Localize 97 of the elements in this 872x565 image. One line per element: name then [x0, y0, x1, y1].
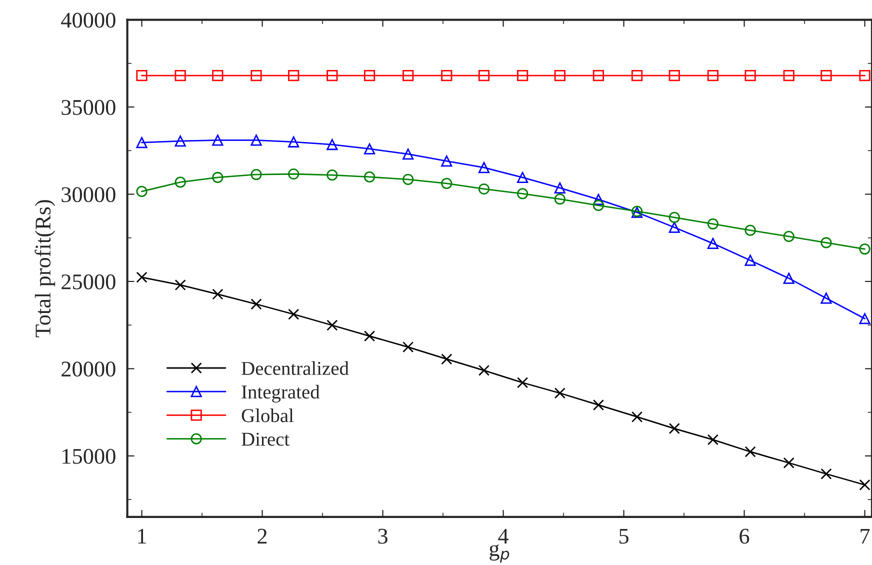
- point: [668, 422, 680, 434]
- point: [212, 288, 224, 300]
- point: [707, 218, 718, 230]
- point: [441, 70, 452, 82]
- point: [326, 138, 338, 150]
- point: [364, 143, 376, 154]
- point: [136, 186, 148, 197]
- point: [478, 364, 490, 376]
- y-axis-title: Total profit(Rs): [34, 200, 56, 338]
- x-tick-label: 4: [498, 528, 508, 544]
- point: [441, 156, 452, 167]
- point: [820, 292, 832, 304]
- point: [174, 279, 186, 291]
- point: [441, 354, 452, 365]
- point: [250, 70, 262, 82]
- y-tick-label: 20000: [62, 362, 116, 377]
- point: [174, 70, 186, 82]
- point: [364, 171, 376, 183]
- legend-label: Integrated: [242, 384, 320, 403]
- point: [631, 70, 643, 82]
- point: [744, 254, 756, 266]
- point: [402, 70, 414, 82]
- y-tick-label: 35000: [62, 100, 116, 115]
- point: [592, 200, 604, 211]
- point: [402, 342, 414, 353]
- point: [136, 272, 148, 283]
- point: [859, 243, 870, 255]
- point: [783, 272, 794, 284]
- point: [288, 136, 300, 148]
- point: [174, 176, 186, 188]
- point: [707, 70, 718, 82]
- x-tick-label: 7: [860, 528, 870, 544]
- point: [668, 70, 680, 82]
- point: [250, 134, 262, 146]
- point: [554, 70, 566, 82]
- point: [288, 70, 300, 82]
- legend-label: Global: [242, 408, 294, 422]
- y-tick-label: 40000: [61, 12, 116, 28]
- point: [783, 457, 794, 468]
- point: [326, 169, 338, 181]
- point: [668, 212, 680, 223]
- point: [364, 330, 376, 342]
- x-tick-label: 3: [378, 528, 388, 544]
- point: [859, 313, 870, 324]
- point: [250, 298, 262, 310]
- point: [516, 172, 528, 184]
- point: [212, 70, 224, 82]
- point: [859, 479, 870, 490]
- point: [326, 70, 338, 82]
- point: [516, 70, 528, 82]
- point: [554, 182, 566, 194]
- y-tick-label: 25000: [62, 274, 116, 290]
- point: [441, 178, 452, 189]
- x-tick-label: 5: [620, 528, 628, 544]
- point: [250, 168, 262, 180]
- point: [592, 70, 604, 82]
- y-tick-label: 15000: [62, 448, 116, 464]
- x-tick-label: 2: [258, 528, 267, 544]
- point: [744, 446, 756, 458]
- point: [820, 70, 832, 82]
- point: [707, 238, 718, 249]
- point: [212, 172, 224, 184]
- point: [707, 434, 718, 446]
- point: [288, 308, 300, 320]
- point: [554, 388, 566, 399]
- point: [136, 137, 148, 148]
- point: [478, 70, 490, 82]
- point: [554, 194, 566, 205]
- point: [668, 222, 680, 233]
- point: [592, 194, 604, 206]
- point: [364, 70, 376, 82]
- point: [631, 411, 643, 422]
- point: [402, 148, 414, 160]
- x-tick-label: 6: [740, 528, 750, 544]
- legend-label: Decentralized: [242, 361, 349, 375]
- x-axis-title: g$_{p}$: [490, 544, 510, 563]
- point: [859, 70, 870, 82]
- point: [744, 70, 756, 82]
- point: [402, 174, 414, 185]
- x-tick-label: 1: [138, 528, 146, 544]
- point: [744, 224, 756, 236]
- point: [783, 230, 794, 242]
- point: [516, 377, 528, 388]
- legend-label: Direct: [242, 432, 290, 446]
- point: [288, 168, 300, 180]
- point: [136, 70, 148, 82]
- point: [820, 468, 832, 480]
- point: [478, 162, 490, 174]
- point: [478, 183, 490, 195]
- point: [326, 320, 338, 331]
- point: [212, 134, 224, 146]
- point: [174, 135, 186, 147]
- point: [592, 399, 604, 411]
- point: [820, 237, 832, 248]
- y-tick-label: 30000: [62, 187, 116, 202]
- point: [516, 188, 528, 200]
- point: [783, 70, 794, 82]
